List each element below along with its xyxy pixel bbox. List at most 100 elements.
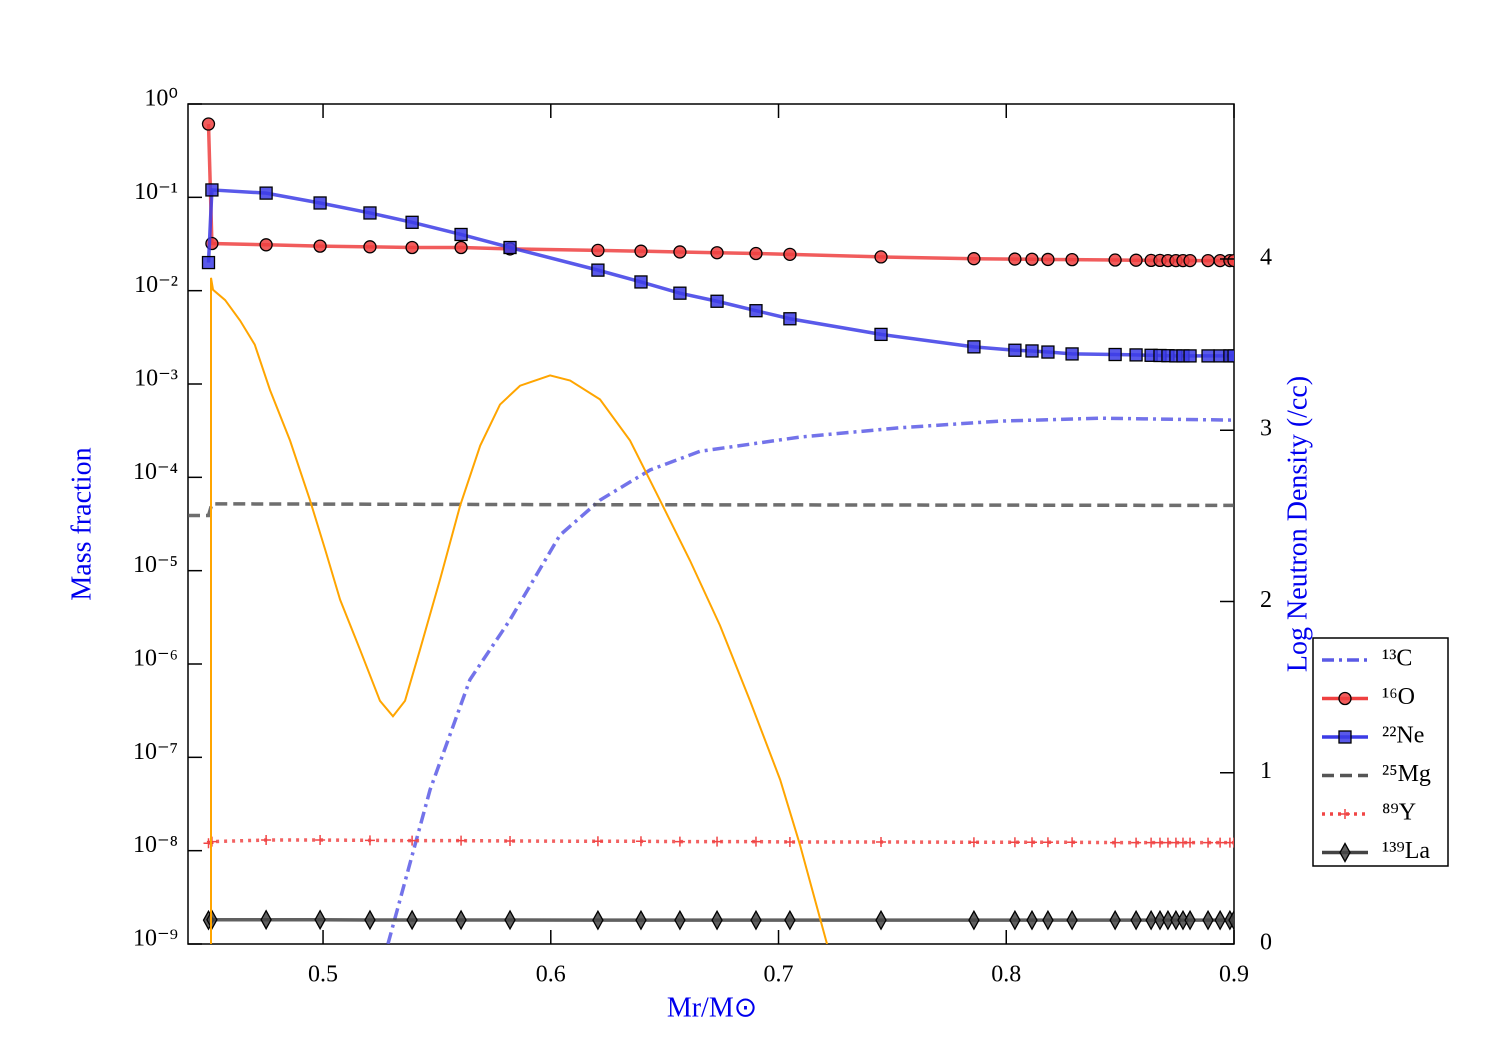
y2-tick-label: 1 (1260, 758, 1272, 784)
x-tick-label: 0.8 (991, 962, 1021, 988)
y2-tick-label: 4 (1260, 244, 1272, 270)
legend-label: ²²Ne (1382, 723, 1424, 749)
marker (1339, 693, 1351, 705)
marker (1185, 911, 1195, 929)
marker (406, 242, 418, 254)
y-axis-label: Mass fraction (66, 447, 97, 600)
marker (364, 207, 376, 219)
marker (1010, 911, 1020, 929)
x-tick-label: 0.7 (764, 962, 794, 988)
marker (1043, 911, 1053, 929)
marker (1067, 911, 1077, 929)
marker (315, 835, 325, 845)
marker (593, 836, 603, 846)
marker (593, 911, 603, 929)
marker (750, 305, 762, 317)
marker (1339, 731, 1351, 743)
marker (969, 911, 979, 929)
marker (314, 240, 326, 252)
marker (1130, 254, 1142, 266)
marker (1042, 253, 1054, 265)
marker (636, 911, 646, 929)
marker (1131, 911, 1141, 929)
marker (1131, 838, 1141, 848)
marker (635, 245, 647, 257)
marker (206, 184, 218, 196)
marker (876, 837, 886, 847)
series-line (388, 418, 1234, 944)
marker (750, 248, 762, 260)
marker (202, 118, 214, 130)
y-tick-label: 10⁻⁷ (133, 739, 178, 765)
marker (712, 911, 722, 929)
marker (456, 911, 466, 929)
y2-tick-label: 0 (1260, 930, 1272, 956)
marker (876, 911, 886, 929)
marker (1184, 255, 1196, 267)
marker (260, 187, 272, 199)
y-tick-label: 10⁻⁵ (133, 552, 178, 578)
marker (1110, 838, 1120, 848)
marker (261, 911, 271, 929)
marker (675, 911, 685, 929)
marker (968, 341, 980, 353)
marker (364, 241, 376, 253)
marker (1228, 350, 1240, 362)
marker (1215, 911, 1225, 929)
marker (784, 313, 796, 325)
marker (1066, 348, 1078, 360)
marker (674, 246, 686, 258)
legend-label: ¹³⁹La (1382, 838, 1430, 864)
marker (1130, 349, 1142, 361)
y2-tick-label: 2 (1260, 587, 1272, 613)
marker (1215, 838, 1225, 848)
marker (1027, 911, 1037, 929)
plot-area (188, 118, 1240, 944)
marker (505, 836, 515, 846)
marker (260, 239, 272, 251)
marker (455, 228, 467, 240)
series-line (209, 190, 1235, 356)
marker (1185, 838, 1195, 848)
marker (636, 836, 646, 846)
legend-label: ¹³C (1382, 646, 1412, 672)
marker (1203, 838, 1213, 848)
y-tick-label: 10⁻² (134, 272, 178, 298)
marker (875, 251, 887, 263)
x-tick-label: 0.9 (1219, 962, 1249, 988)
marker (1202, 350, 1214, 362)
marker (675, 837, 685, 847)
marker (407, 911, 417, 929)
series-line (211, 278, 827, 944)
y-tick-label: 10⁻⁹ (133, 926, 178, 952)
marker (751, 911, 761, 929)
marker (875, 328, 887, 340)
marker (751, 837, 761, 847)
marker (1066, 254, 1078, 266)
marker (674, 287, 686, 299)
marker (202, 257, 214, 269)
marker (1009, 344, 1021, 356)
marker (261, 835, 271, 845)
marker (711, 295, 723, 307)
y2-axis-label: Log Neutron Density (/cc) (1282, 376, 1313, 672)
marker (1042, 346, 1054, 358)
marker (1184, 350, 1196, 362)
y-tick-label: 10⁻⁶ (133, 646, 178, 672)
marker (406, 216, 418, 228)
legend-label: ⁸⁹Y (1382, 800, 1416, 826)
marker (365, 835, 375, 845)
y-tick-label: 10⁻³ (134, 366, 178, 392)
y-tick-label: 10⁻¹ (134, 179, 178, 205)
y-tick-label: 10⁰ (144, 86, 178, 112)
marker (712, 837, 722, 847)
marker (592, 264, 604, 276)
marker (314, 197, 326, 209)
marker (1009, 253, 1021, 265)
series-line (188, 504, 1234, 516)
marker (785, 911, 795, 929)
marker (1109, 254, 1121, 266)
marker (1043, 837, 1053, 847)
marker (1203, 911, 1213, 929)
